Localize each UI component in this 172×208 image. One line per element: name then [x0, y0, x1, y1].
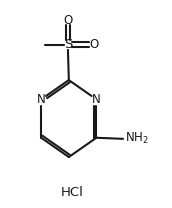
Text: N: N — [37, 93, 46, 106]
Text: O: O — [89, 38, 98, 51]
Text: N: N — [92, 93, 101, 106]
Text: O: O — [63, 14, 73, 27]
Text: NH$_2$: NH$_2$ — [125, 131, 149, 146]
Text: HCl: HCl — [61, 186, 84, 199]
Text: S: S — [64, 38, 72, 51]
